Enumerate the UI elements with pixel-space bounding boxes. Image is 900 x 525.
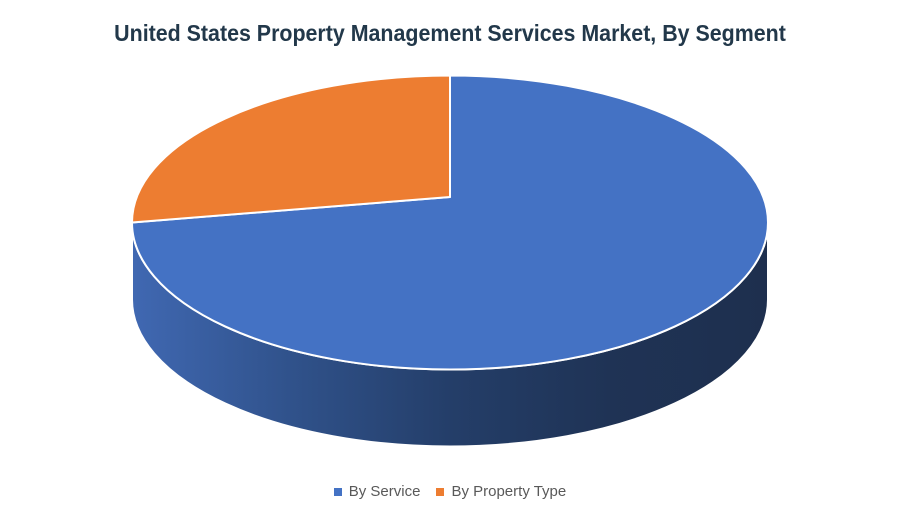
legend-item-by-service[interactable]: By Service xyxy=(333,483,421,500)
legend-item-by-property-type[interactable]: By Property Type xyxy=(436,483,566,500)
pie-slice-by-service[interactable] xyxy=(131,74,769,371)
pie-slices xyxy=(131,74,769,371)
legend-marker-by-property-type-icon xyxy=(436,487,445,496)
pie-slice-by-property-type[interactable] xyxy=(131,74,451,224)
legend-label-by-property-type: By Property Type xyxy=(451,483,567,500)
legend: By Service By Property Type xyxy=(0,483,900,500)
legend-marker-by-service-icon xyxy=(333,487,342,496)
chart-title: United States Property Management Servic… xyxy=(114,20,786,46)
legend-label-by-service: By Service xyxy=(348,483,421,500)
